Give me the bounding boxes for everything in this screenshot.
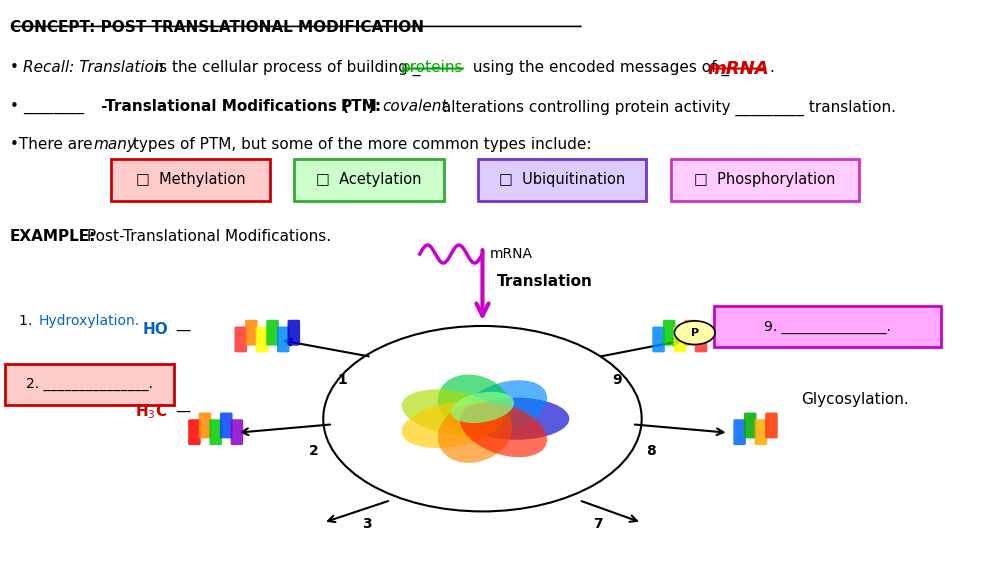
Ellipse shape: [460, 380, 547, 435]
Text: proteins: proteins: [400, 60, 463, 75]
FancyBboxPatch shape: [695, 327, 707, 352]
Text: ________: ________: [23, 99, 84, 115]
FancyBboxPatch shape: [231, 419, 243, 445]
Text: 2: 2: [309, 444, 318, 457]
FancyBboxPatch shape: [5, 364, 174, 405]
FancyBboxPatch shape: [266, 320, 279, 346]
FancyBboxPatch shape: [220, 413, 233, 438]
FancyBboxPatch shape: [674, 327, 686, 352]
FancyBboxPatch shape: [277, 327, 289, 352]
Text: 7: 7: [593, 517, 603, 531]
Circle shape: [323, 326, 642, 511]
Text: 2. _______________.: 2. _______________.: [26, 378, 153, 391]
Text: 3: 3: [362, 517, 371, 531]
Text: □  Ubiquitination: □ Ubiquitination: [499, 173, 625, 187]
FancyBboxPatch shape: [288, 320, 300, 346]
Text: HO: HO: [143, 323, 169, 337]
FancyBboxPatch shape: [199, 413, 211, 438]
FancyBboxPatch shape: [478, 158, 646, 201]
Text: mRNA: mRNA: [490, 247, 533, 261]
FancyBboxPatch shape: [245, 320, 258, 346]
Text: alterations controlling protein activity _________ translation.: alterations controlling protein activity…: [437, 99, 896, 116]
Text: -Translational Modifications (: -Translational Modifications (: [101, 99, 349, 115]
Text: is the cellular process of building _: is the cellular process of building _: [150, 60, 420, 76]
Text: CONCEPT: POST TRANSLATIONAL MODIFICATION: CONCEPT: POST TRANSLATIONAL MODIFICATION: [10, 20, 424, 35]
FancyBboxPatch shape: [765, 413, 778, 438]
Text: H$_3$C: H$_3$C: [135, 402, 167, 421]
Text: types of PTM, but some of the more common types include:: types of PTM, but some of the more commo…: [128, 137, 592, 152]
Text: •: •: [10, 60, 19, 75]
Ellipse shape: [438, 402, 512, 463]
Ellipse shape: [402, 389, 502, 436]
FancyBboxPatch shape: [111, 158, 270, 201]
Text: 1.: 1.: [19, 315, 37, 328]
Text: Hydroxylation.: Hydroxylation.: [39, 315, 140, 328]
FancyBboxPatch shape: [733, 419, 746, 445]
Text: Translation: Translation: [497, 274, 593, 288]
Ellipse shape: [402, 401, 502, 448]
Text: ):: ):: [368, 99, 386, 115]
Text: 1: 1: [338, 374, 347, 387]
Text: □  Acetylation: □ Acetylation: [316, 173, 422, 187]
Text: PTM: PTM: [341, 99, 377, 115]
FancyBboxPatch shape: [663, 320, 675, 346]
Text: 8: 8: [646, 444, 656, 457]
Ellipse shape: [463, 398, 569, 439]
Text: many: many: [94, 137, 136, 152]
Ellipse shape: [460, 402, 547, 457]
Text: EXAMPLE:: EXAMPLE:: [10, 229, 96, 244]
FancyBboxPatch shape: [234, 327, 247, 352]
Text: □  Phosphorylation: □ Phosphorylation: [694, 173, 835, 187]
FancyBboxPatch shape: [294, 158, 444, 201]
FancyBboxPatch shape: [652, 327, 665, 352]
Ellipse shape: [451, 392, 514, 423]
FancyBboxPatch shape: [256, 327, 268, 352]
Text: P: P: [691, 328, 699, 338]
FancyBboxPatch shape: [714, 306, 941, 347]
Text: 9. _______________.: 9. _______________.: [764, 320, 891, 333]
FancyBboxPatch shape: [188, 419, 201, 445]
Text: Post-Translational Modifications.: Post-Translational Modifications.: [82, 229, 331, 244]
Text: Recall: Translation: Recall: Translation: [23, 60, 164, 75]
FancyBboxPatch shape: [209, 419, 222, 445]
FancyBboxPatch shape: [684, 320, 697, 346]
Text: □  Methylation: □ Methylation: [136, 173, 245, 187]
Text: •There are: •There are: [10, 137, 97, 152]
Text: 9: 9: [613, 374, 622, 387]
Text: .: .: [769, 60, 774, 75]
Ellipse shape: [438, 374, 512, 436]
Text: covalent: covalent: [382, 99, 447, 115]
FancyBboxPatch shape: [755, 419, 767, 445]
Text: •: •: [10, 99, 19, 115]
Text: mRNA: mRNA: [707, 60, 769, 78]
Text: using the encoded messages of _: using the encoded messages of _: [468, 60, 729, 76]
FancyBboxPatch shape: [671, 158, 859, 201]
Text: —: —: [176, 323, 191, 337]
Text: —: —: [176, 404, 191, 419]
Circle shape: [674, 321, 715, 345]
FancyBboxPatch shape: [744, 413, 757, 438]
Text: Glycosylation.: Glycosylation.: [801, 392, 909, 406]
